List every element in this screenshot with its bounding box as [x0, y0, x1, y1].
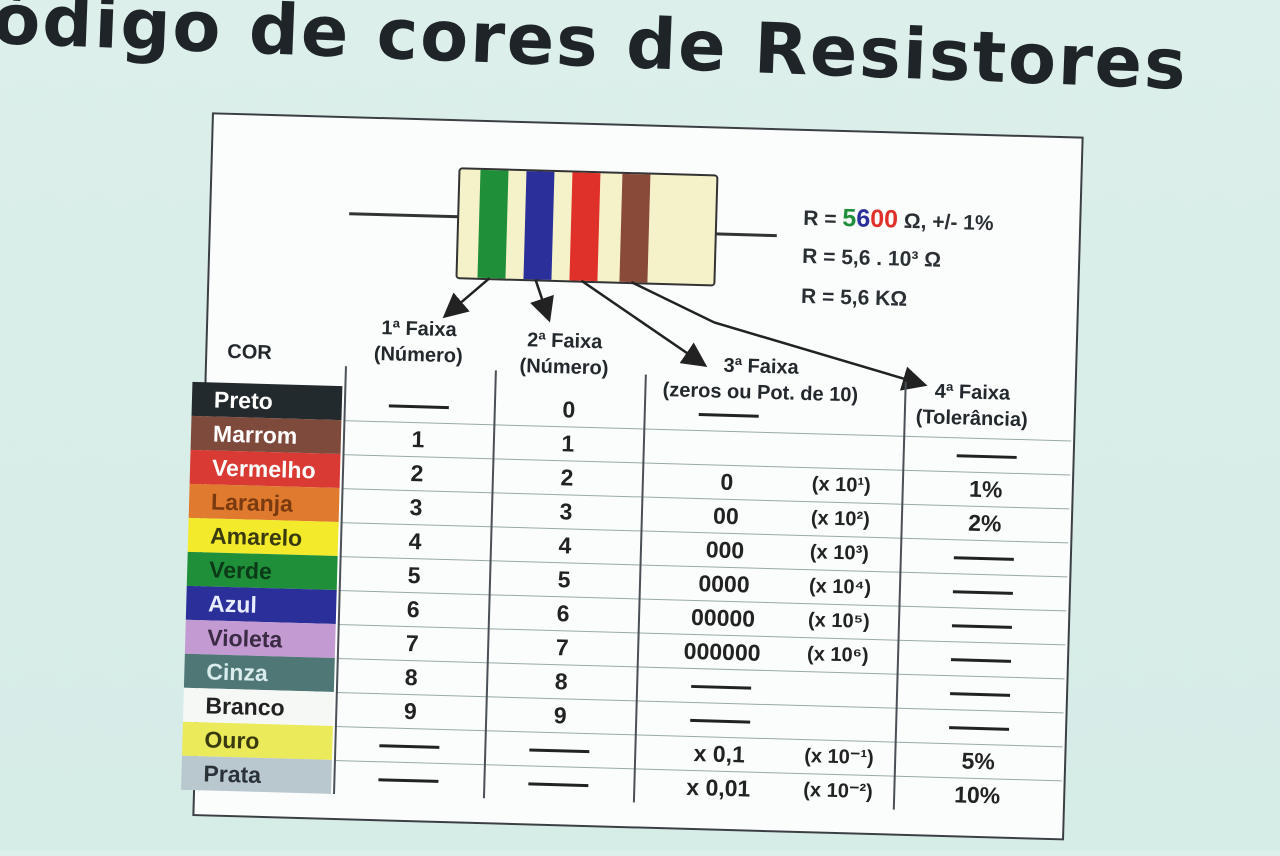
header-faixa-2-sub: (Número)	[519, 355, 609, 380]
slide-title: ódigo de cores de Resistores	[0, 0, 1190, 106]
header-faixa-1: 1ª Faixa (Número)	[353, 314, 484, 370]
faixa3-zeros: 00	[712, 502, 740, 530]
faixa3-power: (x 10⁻²)	[802, 779, 874, 804]
faixa1-value: 2	[410, 460, 424, 487]
arrow-band-3	[580, 279, 708, 367]
faixa4-tolerance	[896, 674, 1065, 713]
faixa3-power: (x 10⁵)	[807, 609, 870, 633]
faixa4-tolerance	[895, 708, 1064, 747]
color-swatch-verde: Verde	[186, 551, 338, 591]
faixa3-power: (x 10¹)	[811, 473, 872, 497]
faixa3-zeros: 000000	[683, 637, 761, 666]
faixa1-value: 9	[403, 697, 418, 725]
header-faixa-4: 4ª Faixa (Tolerância)	[901, 378, 1042, 434]
faixa2-value: 2	[560, 464, 574, 491]
faixa1-value	[333, 760, 484, 798]
faixa2-value: 1	[561, 430, 575, 457]
faixa3-power: (x 10⁻¹)	[803, 745, 874, 770]
color-swatch-ouro: Ouro	[182, 721, 333, 760]
faixa1-value: 3	[409, 494, 423, 521]
faixa3-power: (x 10⁴)	[808, 575, 872, 599]
faixa1-value: 5	[407, 561, 421, 589]
faixa2-value: 5	[557, 566, 571, 593]
header-faixa-1-sub: (Número)	[373, 342, 464, 368]
faixa2-value: 8	[554, 668, 568, 695]
color-swatch-branco: Branco	[182, 687, 334, 726]
faixa3-zeros: 000	[705, 536, 745, 564]
color-swatch-preto: Preto	[191, 381, 343, 421]
faixa3-zeros: 0000	[698, 570, 750, 598]
header-faixa-2-title: 2ª Faixa	[526, 329, 603, 354]
arrow-band-2	[530, 279, 554, 323]
faixa2-value: 6	[556, 600, 570, 627]
faixa1-value	[334, 726, 485, 764]
band-arrows	[442, 277, 928, 391]
faixa1-value: 6	[406, 595, 420, 623]
header-cor: COR	[227, 340, 273, 365]
faixa2-value: 3	[559, 498, 573, 525]
color-swatch-laranja: Laranja	[188, 483, 340, 523]
faixa3-zeros: 0	[720, 468, 734, 496]
faixa1-value: 7	[405, 629, 420, 657]
faixa3-zeros	[642, 429, 813, 468]
faixa2-value: 7	[555, 634, 569, 661]
faixa4-tolerance: 5%	[961, 747, 996, 775]
header-faixa-2: 2ª Faixa (Número)	[499, 326, 630, 382]
faixa2-value: 9	[553, 702, 568, 729]
faixa3-power: (x 10³)	[809, 541, 870, 565]
faixa2-value	[483, 764, 634, 802]
faixa3-power: (x 10²)	[810, 507, 871, 531]
faixa3-zeros	[636, 666, 807, 705]
faixa1-value	[343, 386, 494, 424]
faixa4-tolerance	[899, 538, 1068, 577]
faixa3-zeros: x 0,01	[685, 773, 751, 802]
arrow-band-1	[442, 277, 491, 319]
faixa4-tolerance	[898, 606, 1067, 645]
header-faixa-1-title: 1ª Faixa	[381, 317, 457, 342]
faixa4-tolerance: 2%	[967, 509, 1002, 537]
faixa2-value: 4	[558, 532, 572, 559]
color-swatch-violeta: Violeta	[184, 619, 336, 658]
faixa3-zeros: x 0,1	[693, 740, 746, 768]
faixa3-zeros	[635, 700, 806, 739]
header-faixa-4-sub: (Tolerância)	[915, 406, 1028, 432]
faixa4-tolerance: 1%	[968, 475, 1003, 503]
faixa1-value: 1	[411, 426, 425, 453]
color-swatch-marrom: Marrom	[190, 415, 342, 455]
faixa4-tolerance: 10%	[953, 781, 1001, 809]
faixa4-tolerance	[902, 436, 1071, 475]
faixa3-zeros	[643, 395, 814, 434]
header-faixa-4-title: 4ª Faixa	[934, 380, 1011, 405]
color-swatch-azul: Azul	[185, 585, 337, 624]
faixa1-value: 4	[408, 527, 422, 555]
faixa1-value: 8	[404, 663, 419, 691]
color-swatch-prata: Prata	[181, 755, 332, 794]
faixa3-zeros: 00000	[690, 603, 756, 632]
arrow-band-4	[630, 280, 928, 391]
color-swatch-amarelo: Amarelo	[187, 517, 339, 557]
color-swatch-cinza: Cinza	[183, 653, 335, 692]
faixa2-value: 0	[562, 396, 576, 423]
faixa4-tolerance	[897, 640, 1066, 679]
color-swatch-vermelho: Vermelho	[189, 449, 341, 489]
faixa3-power: (x 10⁶)	[806, 643, 869, 667]
color-code-chart: R = 5600 Ω, +/- 1% R = 5,6 . 10³ Ω R = 5…	[180, 112, 1084, 856]
faixa4-tolerance	[898, 572, 1067, 611]
faixa2-value	[484, 730, 635, 768]
